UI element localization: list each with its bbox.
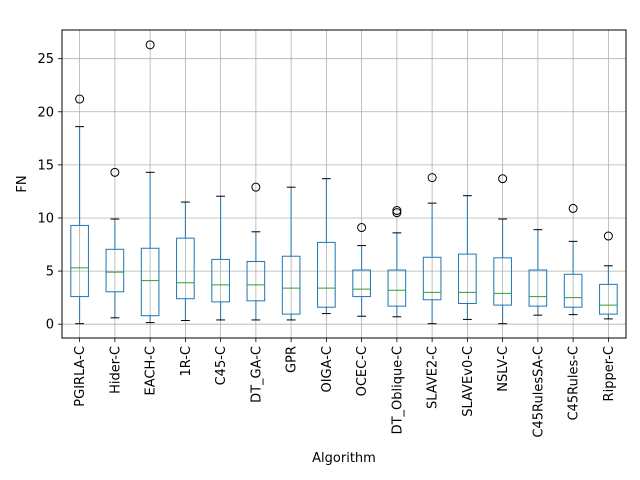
box-C45-C [211,195,230,321]
iqr-box [105,248,125,293]
boxes [70,40,618,325]
outlier-point [357,223,367,233]
box-OCEC-C [352,223,371,317]
x-tick-label: Hider-C [108,346,123,394]
outlier-point [568,203,578,213]
x-axis-label: Algorithm [312,451,376,466]
iqr-box [211,258,230,303]
iqr-box [352,269,371,298]
x-axis-ticks: PGIRLA-C Hider-C EACH-C 1R-C C45-C DT_GA-C GPR… [73,338,617,438]
iqr-box [387,269,407,307]
box-SLAVEv0-C [458,195,477,320]
box-NSLV-C [493,174,512,325]
iqr-box [458,253,477,304]
box-DT_GA-C [246,182,266,321]
y-tick-label: 20 [37,105,54,120]
x-tick-label: PGIRLA-C [73,346,88,407]
iqr-box [563,273,583,308]
outlier-point [392,206,402,216]
x-tick-label: OIGA-C [320,346,335,393]
plot-frame [61,29,627,339]
x-tick-label: C45-C [214,346,229,385]
box-C45Rules-C [563,203,583,316]
outlier-point [251,182,261,192]
iqr-box [281,255,301,315]
x-tick-label: 1R-C [179,346,194,377]
y-tick-label: 25 [37,52,54,67]
x-tick-label: SLAVE2-C [426,346,441,409]
box-DT_Oblique-C [387,206,407,318]
x-tick-label: DT_Oblique-C [390,346,405,434]
box-EACH-C [140,40,160,324]
x-tick-label: C45Rules-C [567,346,582,420]
y-tick-label: 15 [37,158,54,173]
iqr-box [493,257,512,306]
y-tick-label: 10 [37,211,54,226]
y-axis-label: FN [15,175,30,192]
x-tick-label: C45RulesSA-C [531,346,546,438]
iqr-box [599,283,618,315]
box-C45RulesSA-C [528,229,548,316]
outlier-point [145,40,155,50]
iqr-box [317,241,336,308]
iqr-box [70,224,89,298]
box-PGIRLA-C [70,94,89,325]
box-Ripper-C [599,231,618,320]
outlier-point [603,231,613,241]
outlier-point [110,167,120,177]
iqr-box [176,237,195,300]
x-tick-label: SLAVEv0-C [461,346,476,417]
iqr-box [246,261,266,302]
iqr-box [528,269,548,307]
x-tick-label: NSLV-C [496,346,511,392]
iqr-box [422,256,442,301]
box-1R-C [176,201,195,321]
x-tick-label: GPR [285,346,300,373]
y-tick-label: 5 [46,265,54,280]
iqr-box [140,247,160,317]
box-OIGA-C [317,178,336,315]
box-GPR [281,186,301,321]
x-tick-label: OCEC-C [355,346,370,396]
box-Hider-C [105,167,125,319]
box-SLAVE2-C [422,173,442,325]
grid-lines [62,30,626,338]
outlier-point [75,94,85,104]
x-tick-label: EACH-C [144,346,159,396]
y-tick-label: 0 [46,318,54,333]
outlier-point [427,173,437,183]
outlier-point [498,174,508,184]
y-axis-ticks: 0 5 10 15 20 25 [37,52,62,333]
x-tick-label: DT_GA-C [249,346,264,403]
outlier-point [392,208,402,218]
x-tick-label: Ripper-C [602,346,617,401]
